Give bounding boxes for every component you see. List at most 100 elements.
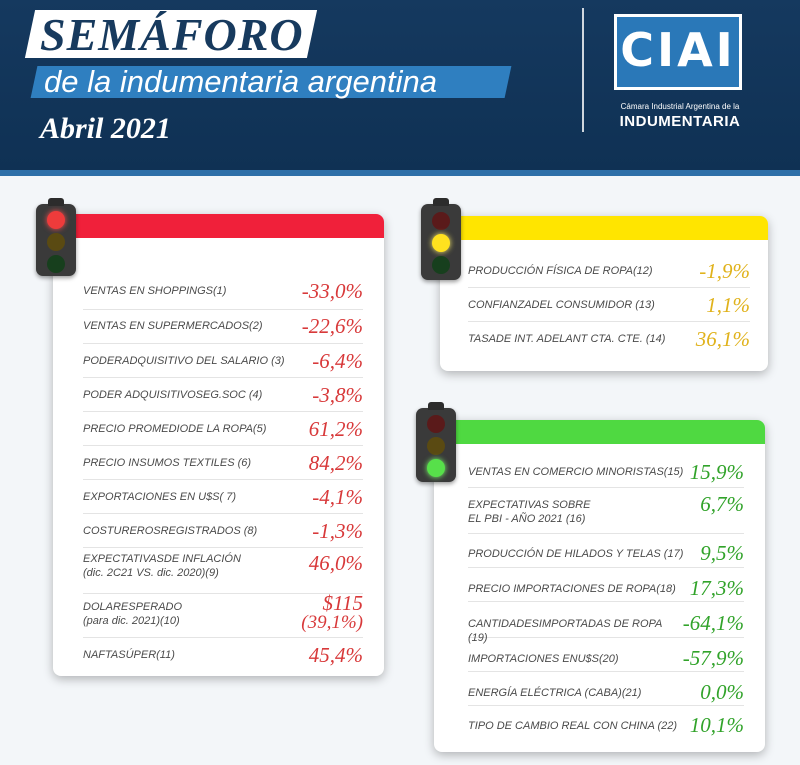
indicator-label: PRODUCCIÓN DE HILADOS Y TELAS (17) xyxy=(468,548,684,560)
indicator-label: PRECIO PROMEDIODE LA ROPA(5) xyxy=(83,423,267,435)
list-item: VENTAS EN COMERCIO MINORISTAS(15) 15,9% xyxy=(468,456,744,488)
indicator-value-group: $115 (39,1%) xyxy=(301,592,363,632)
yellow-panel-bar xyxy=(440,216,768,240)
indicator-label: PODERADQUISITIVO DEL SALARIO (3) xyxy=(83,355,285,367)
indicator-label-note: (para dic. 2021)(10) xyxy=(83,615,180,627)
logo-mark: CIAI xyxy=(620,23,736,77)
list-item: ENERGÍA ELÉCTRICA (CABA)(21) 0,0% xyxy=(468,672,744,706)
list-item: VENTAS EN SUPERMERCADOS(2) -22,6% xyxy=(83,310,363,344)
indicator-label: TIPO DE CAMBIO REAL CON CHINA (22) xyxy=(468,720,678,732)
indicator-value-note: (39,1%) xyxy=(301,612,363,633)
list-item: EXPECTATIVAS SOBRE EL PBI - AÑO 2021 (16… xyxy=(468,488,744,534)
red-traffic-light-icon xyxy=(36,198,76,276)
list-item: TIPO DE CAMBIO REAL CON CHINA (22) 10,1% xyxy=(468,706,744,740)
indicator-label: EXPECTATIVAS SOBRE xyxy=(468,499,591,511)
indicator-label: TASADE INT. ADELANT CTA. CTE. (14) xyxy=(468,333,666,345)
page-subtitle: de la indumentaria argentina xyxy=(44,64,437,99)
indicator-value: 46,0% xyxy=(308,551,363,575)
indicator-value: -3,8% xyxy=(312,383,363,407)
red-lamp-off xyxy=(432,212,450,230)
red-lamp-on xyxy=(47,211,65,229)
yellow-panel: PRODUCCIÓN FÍSICA DE ROPA(12) -1,9% CONF… xyxy=(440,216,768,371)
yellow-lamp-off xyxy=(47,233,65,251)
indicator-label: PRECIO IMPORTACIONES DE ROPA(18) xyxy=(468,583,676,595)
indicator-value: 6,7% xyxy=(700,492,744,516)
indicator-value: -6,4% xyxy=(312,349,363,373)
header-divider xyxy=(582,8,584,132)
indicator-label-note: EL PBI - AÑO 2021 (16) xyxy=(468,513,586,525)
list-item: VENTAS EN SHOPPINGS(1) -33,0% xyxy=(83,276,363,310)
list-item: IMPORTACIONES ENU$S(20) -57,9% xyxy=(468,638,744,672)
red-panel: VENTAS EN SHOPPINGS(1) -33,0% VENTAS EN … xyxy=(53,214,384,676)
indicator-label: ENERGÍA ELÉCTRICA (CABA)(21) xyxy=(468,687,642,699)
list-item: EXPECTATIVASDE INFLACIÓN (dic. 2C21 VS. … xyxy=(83,548,363,594)
yellow-lamp-on xyxy=(432,234,450,252)
indicator-value: 1,1% xyxy=(706,293,750,317)
header-stripe xyxy=(0,170,800,176)
indicator-label: CONFIANZADEL CONSUMIDOR (13) xyxy=(468,299,655,311)
indicator-value: 45,4% xyxy=(308,643,363,667)
green-panel: VENTAS EN COMERCIO MINORISTAS(15) 15,9% … xyxy=(434,420,765,752)
green-lamp-on xyxy=(427,459,445,477)
list-item: PODER ADQUISITIVOSEG.SOC (4) -3,8% xyxy=(83,378,363,412)
indicator-label-note: (dic. 2C21 VS. dic. 2020)(9) xyxy=(83,567,219,579)
list-item: CANTIDADESIMPORTADAS DE ROPA (19) -64,1% xyxy=(468,602,744,644)
red-lamp-off xyxy=(427,415,445,433)
indicator-label: COSTUREROSREGISTRADOS (8) xyxy=(83,525,258,537)
indicator-value: -1,3% xyxy=(312,519,363,543)
indicator-value: 17,3% xyxy=(689,576,744,600)
indicator-label: EXPECTATIVASDE INFLACIÓN xyxy=(83,553,241,565)
list-item: PRODUCCIÓN FÍSICA DE ROPA(12) -1,9% xyxy=(468,254,750,288)
list-item: CONFIANZADEL CONSUMIDOR (13) 1,1% xyxy=(468,288,750,322)
page-title: SEMÁFORO xyxy=(40,9,304,60)
list-item: TASADE INT. ADELANT CTA. CTE. (14) 36,1% xyxy=(468,322,750,356)
indicator-label: DOLARESPERADO xyxy=(83,601,183,613)
list-item: EXPORTACIONES EN U$S( 7) -4,1% xyxy=(83,480,363,514)
list-item: PRECIO PROMEDIODE LA ROPA(5) 61,2% xyxy=(83,412,363,446)
indicator-value: -33,0% xyxy=(301,279,363,303)
indicator-value: 0,0% xyxy=(700,680,744,704)
yellow-traffic-light-icon xyxy=(421,198,461,280)
red-panel-bar xyxy=(53,214,384,238)
green-traffic-light-icon xyxy=(416,402,456,482)
indicator-label-group: DOLARESPERADO (para dic. 2021)(10) xyxy=(83,600,182,628)
list-item: DOLARESPERADO (para dic. 2021)(10) $115 … xyxy=(83,592,363,638)
indicator-value: 15,9% xyxy=(689,460,744,484)
list-item: NAFTASÚPER(11) 45,4% xyxy=(83,638,363,670)
indicator-label-group: EXPECTATIVASDE INFLACIÓN (dic. 2C21 VS. … xyxy=(83,552,241,580)
logo-caption: Cámara Industrial Argentina de la xyxy=(620,102,740,111)
indicator-label: EXPORTACIONES EN U$S( 7) xyxy=(83,491,237,503)
list-item: PRECIO INSUMOS TEXTILES (6) 84,2% xyxy=(83,446,363,480)
indicator-label: NAFTASÚPER(11) xyxy=(83,649,175,661)
report-date: Abril 2021 xyxy=(40,112,171,145)
indicator-label: PODER ADQUISITIVOSEG.SOC (4) xyxy=(83,389,263,401)
logo-name: INDUMENTARIA xyxy=(619,113,741,130)
list-item: PODERADQUISITIVO DEL SALARIO (3) -6,4% xyxy=(83,344,363,378)
green-panel-bar xyxy=(434,420,765,444)
indicator-label: VENTAS EN COMERCIO MINORISTAS(15) xyxy=(468,466,684,478)
indicator-value: -1,9% xyxy=(699,259,750,283)
indicator-value: 9,5% xyxy=(700,541,744,565)
list-item: COSTUREROSREGISTRADOS (8) -1,3% xyxy=(83,514,363,548)
indicator-label: PRODUCCIÓN FÍSICA DE ROPA(12) xyxy=(468,265,653,277)
indicator-value: 84,2% xyxy=(308,451,363,475)
indicator-label: VENTAS EN SUPERMERCADOS(2) xyxy=(83,320,263,332)
indicator-value: -22,6% xyxy=(301,314,363,338)
indicator-value: 10,1% xyxy=(689,713,744,737)
green-lamp-off xyxy=(432,256,450,274)
indicator-value: $115 xyxy=(322,591,363,615)
indicator-label-group: EXPECTATIVAS SOBRE EL PBI - AÑO 2021 (16… xyxy=(468,498,590,526)
green-lamp-off xyxy=(47,255,65,273)
list-item: PRECIO IMPORTACIONES DE ROPA(18) 17,3% xyxy=(468,568,744,602)
indicator-label: IMPORTACIONES ENU$S(20) xyxy=(468,653,619,665)
indicator-value: -57,9% xyxy=(682,646,744,670)
indicator-value: 61,2% xyxy=(308,417,363,441)
indicator-value: -4,1% xyxy=(312,485,363,509)
yellow-lamp-off xyxy=(427,437,445,455)
indicator-label: VENTAS EN SHOPPINGS(1) xyxy=(83,285,227,297)
list-item: PRODUCCIÓN DE HILADOS Y TELAS (17) 9,5% xyxy=(468,534,744,568)
indicator-value: 36,1% xyxy=(695,327,750,351)
indicator-label: CANTIDADESIMPORTADAS DE ROPA (19) xyxy=(468,618,662,644)
ciai-logo: CIAI xyxy=(614,14,742,90)
indicator-label: PRECIO INSUMOS TEXTILES (6) xyxy=(83,457,252,469)
